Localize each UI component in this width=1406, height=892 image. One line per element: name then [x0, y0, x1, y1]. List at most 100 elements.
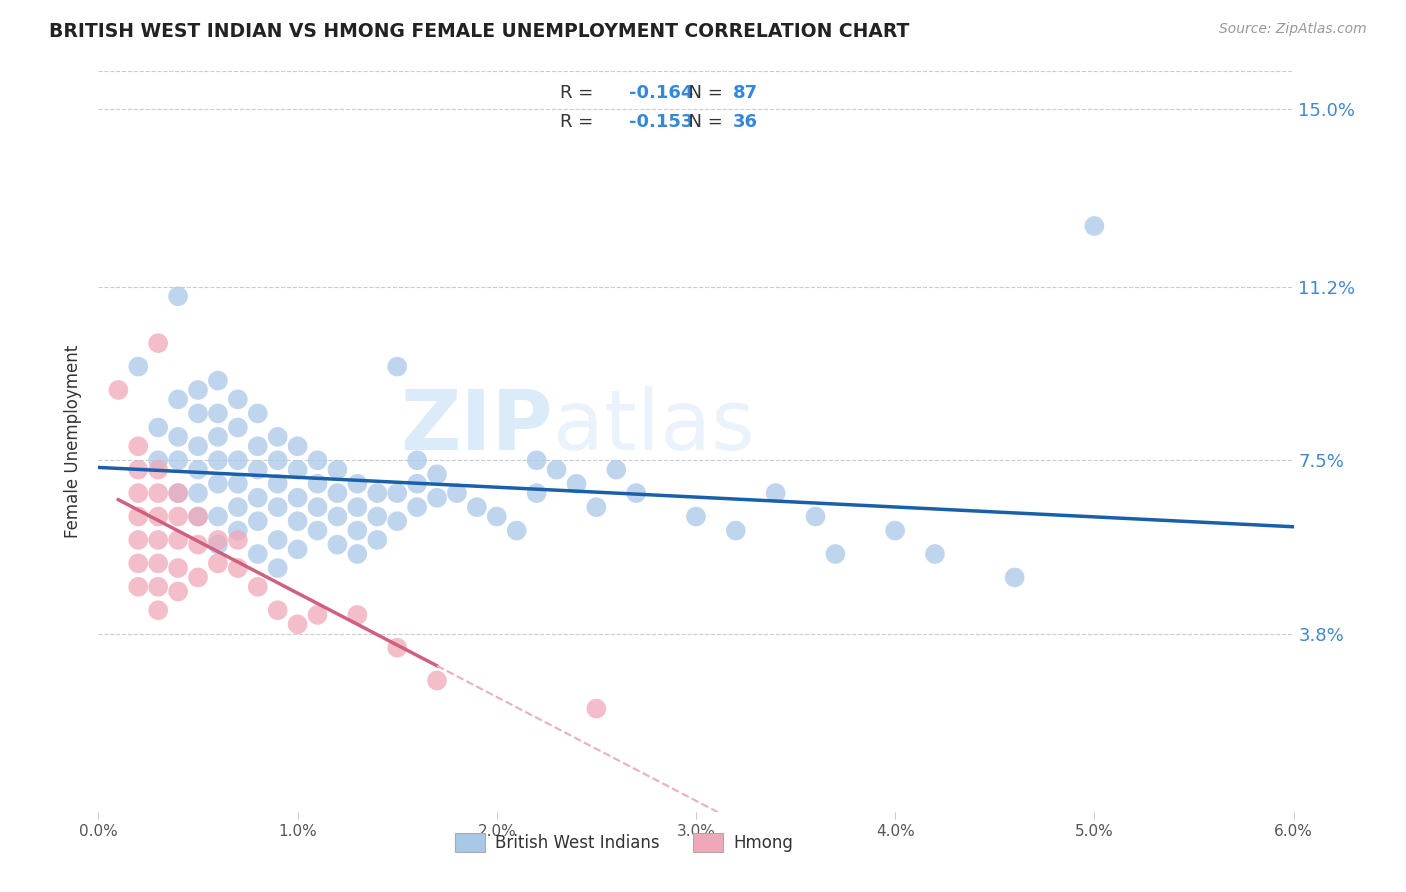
Point	[246, 547, 269, 561]
Point	[287, 514, 309, 528]
Point	[366, 533, 388, 547]
Point	[924, 547, 946, 561]
Point	[546, 463, 568, 477]
Point	[426, 467, 449, 482]
Point	[385, 514, 409, 528]
Point	[207, 453, 229, 467]
Point	[127, 533, 149, 547]
Text: N =: N =	[676, 84, 728, 102]
Point	[267, 561, 290, 575]
Point	[187, 509, 209, 524]
Point	[167, 561, 190, 575]
Point	[226, 476, 249, 491]
Point	[187, 486, 209, 500]
Point	[167, 584, 190, 599]
Point	[326, 538, 349, 552]
Point	[346, 607, 368, 622]
Text: BRITISH WEST INDIAN VS HMONG FEMALE UNEMPLOYMENT CORRELATION CHART: BRITISH WEST INDIAN VS HMONG FEMALE UNEM…	[49, 22, 910, 41]
Point	[585, 500, 607, 515]
Point	[246, 580, 269, 594]
Point	[287, 542, 309, 557]
Point	[485, 509, 508, 524]
Text: -0.153: -0.153	[628, 113, 693, 131]
Point	[287, 463, 309, 477]
Point	[307, 453, 329, 467]
Point	[287, 617, 309, 632]
Point	[167, 486, 190, 500]
Point	[366, 509, 388, 524]
Point	[127, 439, 149, 453]
Point	[884, 524, 907, 538]
Point	[406, 500, 429, 515]
Point	[765, 486, 787, 500]
Point	[148, 420, 170, 434]
Point	[127, 557, 149, 571]
Point	[246, 406, 269, 420]
Point	[226, 392, 249, 407]
Point	[167, 453, 190, 467]
Point	[724, 524, 747, 538]
Point	[207, 538, 229, 552]
Point	[187, 406, 209, 420]
Point	[465, 500, 488, 515]
Point	[326, 486, 349, 500]
Legend: British West Indians, Hmong: British West Indians, Hmong	[449, 826, 800, 859]
Point	[406, 476, 429, 491]
Point	[246, 439, 269, 453]
Point	[267, 476, 290, 491]
Point	[267, 453, 290, 467]
Point	[246, 491, 269, 505]
Point	[167, 392, 190, 407]
Point	[148, 509, 170, 524]
Point	[127, 463, 149, 477]
Point	[148, 336, 170, 351]
Point	[148, 463, 170, 477]
Point	[307, 500, 329, 515]
Point	[148, 486, 170, 500]
Point	[446, 486, 468, 500]
Point	[346, 500, 368, 515]
Point	[326, 463, 349, 477]
Point	[426, 673, 449, 688]
Point	[207, 533, 229, 547]
Point	[127, 486, 149, 500]
Point	[346, 524, 368, 538]
Point	[366, 486, 388, 500]
Point	[267, 603, 290, 617]
Point	[207, 374, 229, 388]
Point	[207, 406, 229, 420]
Point	[207, 430, 229, 444]
Point	[226, 500, 249, 515]
Point	[127, 580, 149, 594]
Point	[246, 463, 269, 477]
Point	[307, 524, 329, 538]
Text: atlas: atlas	[553, 386, 754, 467]
Point	[1083, 219, 1105, 233]
Point	[246, 514, 269, 528]
Point	[565, 476, 588, 491]
Text: R =: R =	[560, 84, 599, 102]
Point	[406, 453, 429, 467]
Point	[506, 524, 529, 538]
Point	[267, 500, 290, 515]
Point	[585, 701, 607, 715]
Point	[127, 509, 149, 524]
Point	[187, 463, 209, 477]
Point	[148, 453, 170, 467]
Point	[148, 533, 170, 547]
Text: ZIP: ZIP	[401, 386, 553, 467]
Point	[385, 486, 409, 500]
Text: 87: 87	[733, 84, 758, 102]
Point	[207, 557, 229, 571]
Point	[346, 547, 368, 561]
Text: -0.164: -0.164	[628, 84, 693, 102]
Point	[385, 640, 409, 655]
Point	[187, 383, 209, 397]
Point	[127, 359, 149, 374]
Point	[685, 509, 707, 524]
Point	[167, 509, 190, 524]
Point	[804, 509, 827, 524]
Point	[226, 524, 249, 538]
Point	[207, 476, 229, 491]
Point	[187, 509, 209, 524]
